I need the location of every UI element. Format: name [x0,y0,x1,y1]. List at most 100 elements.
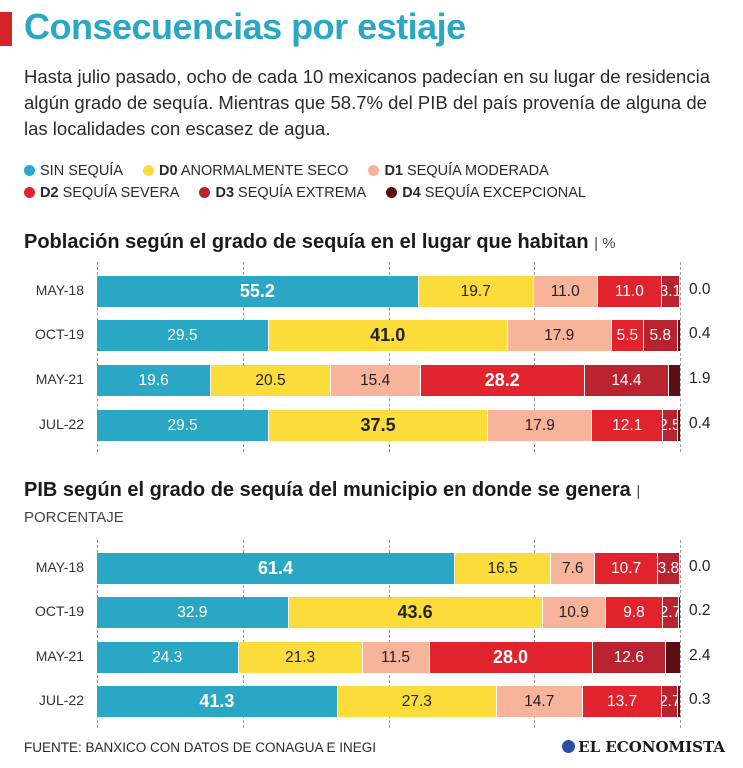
bar-segment: 14.4 [584,365,669,396]
bar-segment: 41.0 [268,320,508,351]
d4-value-label: 2.4 [689,647,711,664]
logo-icon [562,740,576,753]
legend-row-1: SIN SEQUÍA D0 ANORMALMENTE SECO D1 SEQUÍ… [24,163,602,185]
legend: SIN SEQUÍA D0 ANORMALMENTE SECO D1 SEQUÍ… [24,163,602,207]
bar-segment: 19.7 [418,276,534,307]
bar-segment: 5.5 [611,320,644,351]
d4-value-label: 0.0 [689,281,711,298]
bar-segment: 19.6 [97,365,212,396]
legend-code: D3 [215,185,235,201]
bar-segment: 32.9 [97,597,289,628]
gridline [680,262,681,452]
gridline [242,262,244,452]
stacked-bar: 29.5 41.0 17.9 5.5 5.8 [97,320,680,351]
bar-segment: 14.7 [496,686,583,717]
legend-item-sin-sequia: SIN SEQUÍA [24,163,123,179]
bar-segment [678,686,680,717]
d4-value-label: 0.2 [689,602,711,619]
source-note: FUENTE: BANXICO CON DATOS DE CONAGUA E I… [24,740,377,755]
bar-segment: 17.9 [507,320,612,351]
bar-segment [678,597,680,628]
gridline [388,262,390,452]
bar-segment: 27.3 [337,686,497,717]
legend-item-d4: D4 SEQUÍA EXCEPCIONAL [386,185,586,201]
d4-value-label: 0.4 [689,325,711,342]
legend-code: D0 [159,163,178,179]
gridline [534,540,536,728]
bar-segment: 5.8 [643,320,678,351]
d4-value-label: 0.0 [689,558,711,575]
bar-segment: 21.3 [238,642,363,673]
legend-label: SEQUÍA SEVERA [62,185,180,201]
bar-segment: 24.3 [97,642,239,673]
bar-segment: 29.5 [97,410,270,441]
legend-item-d0: D0 ANORMALMENTE SECO [143,163,348,179]
gridline [97,262,98,452]
legend-label: SEQUÍA EXCEPCIONAL [424,185,586,201]
stacked-bar: 32.943.610.99.82.7 [97,597,680,628]
d4-value-label: 0.4 [689,415,711,432]
legend-label: SIN SEQUÍA [40,163,123,179]
category-label: MAY-18 [35,282,84,298]
legend-label: SEQUÍA MODERADA [407,163,549,179]
bar-segment: 28.0 [429,642,593,673]
bar-segment: 3.8 [657,553,680,584]
bar-segment: 28.2 [420,365,585,396]
legend-item-d1: D1 SEQUÍA MODERADA [368,163,549,179]
chart-1-unit: | % [594,235,616,252]
logo-text: EL ECONOMISTA [578,738,725,756]
bar-segment: 10.7 [595,553,658,584]
legend-dot-icon [386,187,398,198]
bar-segment [677,410,680,441]
bar-segment: 2.7 [662,686,679,717]
bar-segment: 7.6 [551,553,596,584]
bar-segment: 55.2 [97,276,419,307]
chart-2-title: PIB según el grado de sequía del municip… [24,478,664,530]
category-label: JUL-22 [38,416,84,432]
chart-1-title: Población según el grado de sequía en el… [24,230,616,256]
bar-segment: 15.4 [330,365,421,396]
title-accent-bar [0,12,12,46]
bar-segment [665,642,680,673]
d4-value-label: 0.3 [689,691,711,708]
stacked-bar: 29.537.517.912.12.5 [97,410,680,441]
chart-1-title-text: Población según el grado de sequía en el… [24,231,589,253]
d4-value-label: 1.9 [689,370,711,387]
legend-item-d3: D3 SEQUÍA EXTREMA [199,185,366,201]
gridline [680,540,681,728]
subtitle: Hasta julio pasado, ocho de cada 10 mexi… [24,66,710,139]
bar-segment: 41.3 [97,686,338,717]
legend-dot-icon [24,165,35,176]
legend-item-d2: D2 SEQUÍA SEVERA [24,185,179,201]
category-label: MAY-18 [35,559,84,575]
legend-dot-icon [143,165,155,176]
legend-code: D4 [402,185,421,201]
gridline [242,540,244,728]
category-label: OCT-19 [34,603,84,619]
legend-label: SEQUÍA EXTREMA [238,185,367,201]
legend-label: ANORMALMENTE SECO [180,163,349,179]
bar-segment [677,320,680,351]
stacked-bar: 61.4 16.5 7.6 10.7 3.8 [97,553,680,584]
bar-segment: 3.1 [661,276,680,307]
bar-segment: 9.8 [606,597,664,628]
legend-dot-icon [368,165,380,176]
bar-segment: 17.9 [488,410,593,441]
chart-2-title-text: PIB según el grado de sequía del municip… [24,479,631,501]
legend-dot-icon [199,187,211,198]
legend-dot-icon [24,187,35,198]
gridline [388,540,390,728]
bar-segment: 11.5 [362,642,430,673]
stacked-bar: 19.6 20.5 15.4 28.2 14.4 [97,365,680,396]
bar-segment: 2.5 [663,410,678,441]
bar-segment: 12.6 [592,642,666,673]
bar-segment [668,365,680,396]
legend-code: D2 [40,185,59,201]
bar-segment: 61.4 [97,553,455,584]
bar-segment: 13.7 [582,686,663,717]
bar-segment: 20.5 [211,365,331,396]
category-label: JUL-22 [38,692,84,708]
page-title: Consecuencias por estiaje [24,6,466,47]
bar-segment: 29.5 [97,320,269,351]
bar-segment: 37.5 [269,410,488,441]
